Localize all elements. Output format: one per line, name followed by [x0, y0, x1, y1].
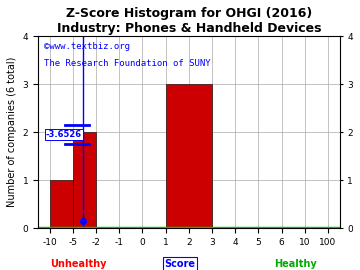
Title: Z-Score Histogram for OHGI (2016)
Industry: Phones & Handheld Devices: Z-Score Histogram for OHGI (2016) Indust…: [57, 7, 321, 35]
Text: The Research Foundation of SUNY: The Research Foundation of SUNY: [44, 59, 211, 68]
Text: Score: Score: [165, 259, 195, 269]
Text: Healthy: Healthy: [274, 259, 317, 269]
Bar: [50, 180, 73, 228]
Bar: [166, 84, 212, 228]
Text: ©www.textbiz.org: ©www.textbiz.org: [44, 42, 130, 51]
Y-axis label: Number of companies (6 total): Number of companies (6 total): [7, 57, 17, 207]
Text: -3.6526: -3.6526: [46, 130, 82, 139]
Bar: [73, 132, 96, 228]
Text: Unhealthy: Unhealthy: [50, 259, 107, 269]
